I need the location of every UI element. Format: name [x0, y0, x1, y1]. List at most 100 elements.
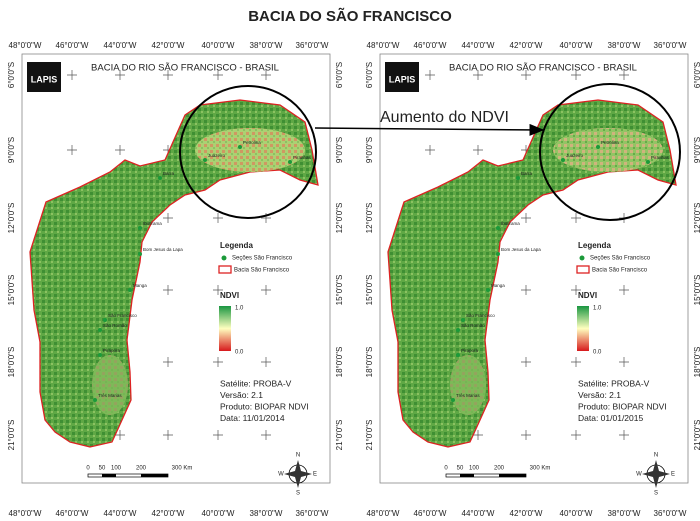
grid-cross: [571, 213, 581, 223]
lon-label: 44°0'0"W: [462, 41, 495, 50]
lon-label: 38°0'0"W: [250, 41, 283, 50]
logo-box: [385, 62, 419, 92]
city-point: [496, 252, 500, 256]
lon-label: 46°0'0"W: [414, 41, 447, 50]
grid-cross: [521, 357, 531, 367]
grid-cross: [425, 145, 435, 155]
ndvi-min: 0.0: [593, 350, 602, 356]
lat-label: 12°0'0"S: [335, 203, 344, 234]
lat-label: 21°0'0"S: [365, 420, 374, 451]
lon-label: 48°0'0"W: [367, 509, 400, 518]
scale-label: 300 Km: [172, 466, 193, 472]
grid-cross: [163, 357, 173, 367]
city-label: São Francisco: [108, 313, 137, 318]
grid-cross: [571, 357, 581, 367]
lon-label: 44°0'0"W: [104, 509, 137, 518]
grid-cross: [619, 357, 629, 367]
ndvi-bar: [219, 306, 231, 351]
city-label: Manga: [133, 283, 147, 288]
lat-label: 18°0'0"S: [693, 347, 700, 378]
lon-label: 36°0'0"W: [296, 509, 329, 518]
legend-label: Seções São Francisco: [590, 256, 651, 262]
grid-cross: [521, 285, 531, 295]
lat-label: 12°0'0"S: [365, 203, 374, 234]
info-line: Versão: 2.1: [578, 390, 621, 400]
lon-label: 42°0'0"W: [510, 509, 543, 518]
grid-cross: [521, 213, 531, 223]
legend-point: [579, 255, 585, 261]
city-point: [158, 176, 162, 180]
city-point: [461, 318, 465, 322]
grid-cross: [163, 70, 173, 80]
city-label: Petrolina: [601, 140, 619, 145]
city-label: Bom Jesus da Lapa: [143, 247, 183, 252]
compass-letter: E: [313, 472, 317, 478]
city-label: Pirapora: [461, 348, 479, 353]
city-point: [98, 353, 102, 357]
legend-title: Legenda: [578, 241, 611, 250]
compass-letter: N: [654, 453, 658, 459]
grid-cross: [473, 145, 483, 155]
lon-label: 42°0'0"W: [152, 509, 185, 518]
highlight-circle: [539, 83, 681, 221]
scale-label: 300 Km: [530, 466, 551, 472]
lon-label: 38°0'0"W: [608, 41, 641, 50]
info-line: Satélite: PROBA-V: [220, 378, 292, 388]
grid-cross: [261, 357, 271, 367]
info-line: Versão: 2.1: [220, 390, 263, 400]
lon-label: 40°0'0"W: [202, 41, 235, 50]
lon-label: 36°0'0"W: [296, 41, 329, 50]
city-label: Barra: [521, 171, 533, 176]
city-point: [238, 145, 242, 149]
lat-label: 9°0'0"S: [7, 137, 16, 163]
city-label: Três Marias: [98, 393, 122, 398]
info-line: Produto: BIOPAR NDVI: [578, 401, 667, 411]
scale-label: 50: [457, 466, 464, 472]
compass-letter: E: [671, 472, 675, 478]
scale-label: 100: [111, 466, 122, 472]
lon-label: 46°0'0"W: [56, 41, 89, 50]
lat-label: 6°0'0"S: [693, 62, 700, 88]
city-label: Piranhas: [293, 155, 312, 160]
logo: LAPIS: [31, 74, 58, 84]
grid-cross: [213, 430, 223, 440]
lon-label: 48°0'0"W: [9, 509, 42, 518]
lon-label: 48°0'0"W: [9, 41, 42, 50]
lat-label: 9°0'0"S: [365, 137, 374, 163]
grid-cross: [163, 213, 173, 223]
logo-box: [27, 62, 61, 92]
lon-label: 38°0'0"W: [250, 509, 283, 518]
scale-label: 100: [469, 466, 480, 472]
lon-label: 36°0'0"W: [654, 41, 687, 50]
compass-letter: W: [636, 472, 642, 478]
dry-area: [92, 355, 128, 415]
ndvi-max: 1.0: [235, 306, 244, 312]
lat-label: 15°0'0"S: [335, 275, 344, 306]
lat-label: 12°0'0"S: [693, 203, 700, 234]
lon-label: 42°0'0"W: [152, 41, 185, 50]
legend-title: Legenda: [220, 241, 253, 250]
city-point: [103, 318, 107, 322]
map-frame: [21, 53, 331, 484]
city-point: [596, 145, 600, 149]
lat-label: 21°0'0"S: [335, 420, 344, 451]
grid-cross: [261, 213, 271, 223]
grid-cross: [521, 70, 531, 80]
grid-cross: [571, 430, 581, 440]
ndvi-min: 0.0: [235, 350, 244, 356]
compass-letter: N: [296, 453, 300, 459]
scale-bar: [499, 474, 526, 477]
city-label: Bom Jesus da Lapa: [501, 247, 541, 252]
grid-cross: [115, 145, 125, 155]
city-label: São Romão: [461, 323, 485, 328]
grid-cross: [619, 70, 629, 80]
lat-label: 12°0'0"S: [7, 203, 16, 234]
scale-bar: [460, 474, 474, 477]
grid-cross: [213, 357, 223, 367]
city-label: Barra: [163, 171, 175, 176]
legend-label: Seções São Francisco: [232, 256, 293, 262]
grid-cross: [619, 430, 629, 440]
city-point: [561, 158, 565, 162]
scale-bar: [141, 474, 168, 477]
grid-cross: [473, 70, 483, 80]
